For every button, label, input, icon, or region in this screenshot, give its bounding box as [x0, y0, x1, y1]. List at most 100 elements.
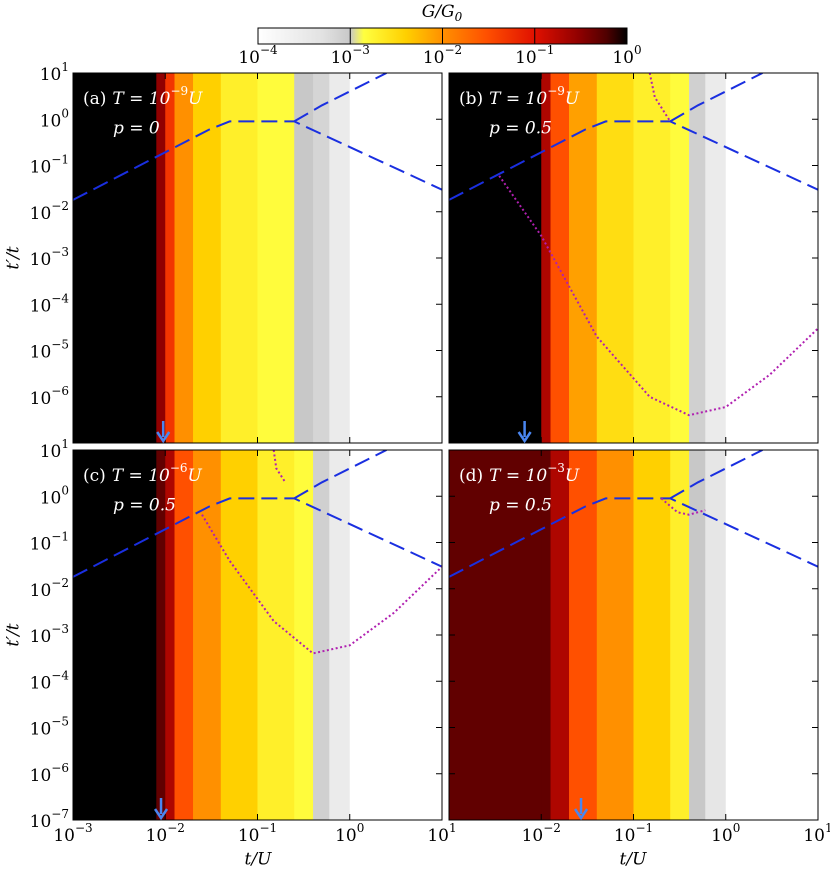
temperature-exp: −9 — [547, 84, 565, 98]
heat-column — [725, 73, 771, 443]
tick-base: 10 — [711, 826, 733, 846]
panel-label: (d) T = 10−3U — [459, 461, 580, 486]
tick-exp: 0 — [357, 821, 365, 835]
heat-column — [449, 450, 533, 820]
tick-exp: −1 — [259, 821, 277, 835]
temperature: T = 10 — [489, 466, 547, 486]
tick-base: 10 — [612, 48, 634, 68]
heat-column — [596, 450, 634, 820]
tick-base: 10 — [522, 826, 544, 846]
heat-column — [541, 450, 552, 820]
heat-column — [349, 73, 395, 443]
colorbar-tick-label: 10−2 — [423, 43, 462, 68]
tick-exp: −1 — [51, 529, 69, 543]
x-tick-label: 10−2 — [146, 821, 185, 846]
tick-exp: −6 — [51, 383, 69, 397]
temperature: T = 10 — [112, 466, 170, 486]
temperature-unit: U — [565, 466, 580, 486]
heat-column — [569, 450, 598, 820]
panel-label: (b) T = 10−9U — [459, 84, 580, 109]
x-tick-label: 101 — [427, 821, 456, 846]
panel — [73, 73, 443, 443]
panel-param: p = 0 — [113, 119, 160, 139]
heat-column — [541, 73, 552, 443]
temperature-unit: U — [565, 89, 580, 109]
colorbar-tick-label: 10−1 — [515, 43, 554, 68]
heat-column — [165, 450, 176, 820]
tick-exp: −5 — [51, 337, 69, 351]
x-tick-label: 10−3 — [53, 821, 92, 846]
heat-column — [449, 73, 533, 443]
tick-base: 10 — [238, 826, 260, 846]
tick-base: 10 — [515, 48, 537, 68]
heat-column — [532, 450, 542, 820]
y-tick-label: 10−7 — [30, 807, 69, 832]
y-tick-label: 10−4 — [30, 291, 70, 316]
x-tick-label: 100 — [711, 821, 740, 846]
tick-base: 10 — [423, 48, 445, 68]
heat-column — [596, 73, 634, 443]
y-tick-label: 10−4 — [30, 668, 70, 693]
heat-column — [705, 73, 727, 443]
temperature-exp: −3 — [547, 461, 565, 475]
tick-exp: 1 — [449, 821, 457, 835]
heat-column — [156, 73, 166, 443]
panel-frame — [72, 449, 443, 821]
heat-column — [294, 73, 314, 443]
panel-label: (c) T = 10−6U — [83, 461, 203, 486]
heat-column — [569, 73, 598, 443]
tick-exp: −5 — [51, 714, 69, 728]
heat-column — [633, 73, 671, 443]
temperature-unit: U — [188, 89, 203, 109]
dotted-line — [660, 497, 706, 516]
heat-column — [73, 73, 157, 443]
panel-id: (d) — [459, 466, 483, 486]
tick-base: 10 — [30, 673, 52, 693]
tick-exp: −7 — [51, 807, 69, 821]
panel-param: p = 0.5 — [113, 496, 176, 516]
temperature: T = 10 — [112, 89, 170, 109]
heat-column — [349, 450, 395, 820]
heat-column — [532, 73, 542, 443]
tick-exp: −4 — [260, 43, 278, 57]
tick-exp: −2 — [51, 575, 69, 589]
heat-column — [393, 450, 443, 820]
panel — [449, 73, 819, 443]
x-tick-label: 10−1 — [614, 821, 653, 846]
label-sub: 0 — [455, 10, 463, 24]
heat-column — [725, 450, 771, 820]
dashed-line — [73, 450, 442, 578]
panel — [449, 450, 819, 820]
heat-column — [156, 450, 166, 820]
panel-label: (a) T = 10−9U — [83, 84, 203, 109]
y-tick-label: 10−2 — [30, 198, 69, 223]
heat-column — [689, 73, 706, 443]
tick-base: 10 — [30, 342, 52, 362]
tick-exp: −3 — [75, 821, 93, 835]
arrow — [517, 421, 532, 444]
colorbar-tick-label: 10−3 — [331, 43, 370, 68]
heat-column — [73, 450, 157, 820]
tick-base: 10 — [30, 580, 52, 600]
tick-base: 10 — [30, 250, 52, 270]
y-tick-label: 101 — [40, 437, 69, 462]
tick-exp: −2 — [543, 821, 561, 835]
heat-column — [670, 73, 690, 443]
heat-column — [220, 450, 258, 820]
tick-base: 10 — [53, 826, 75, 846]
heat-column — [313, 73, 330, 443]
panel-id: (b) — [459, 89, 483, 109]
tick-base: 10 — [331, 48, 353, 68]
y-tick-label: 10−1 — [30, 152, 69, 177]
heat-column — [193, 450, 222, 820]
tick-base: 10 — [30, 388, 52, 408]
colorbar-label: G/G0 — [422, 2, 463, 24]
tick-exp: −4 — [51, 668, 69, 682]
heat-column — [220, 73, 258, 443]
tick-exp: −1 — [635, 821, 653, 835]
heat-column — [329, 73, 351, 443]
heat-column — [550, 73, 570, 443]
heat-column — [689, 450, 706, 820]
tick-exp: 0 — [733, 821, 741, 835]
tick-base: 10 — [30, 534, 52, 554]
